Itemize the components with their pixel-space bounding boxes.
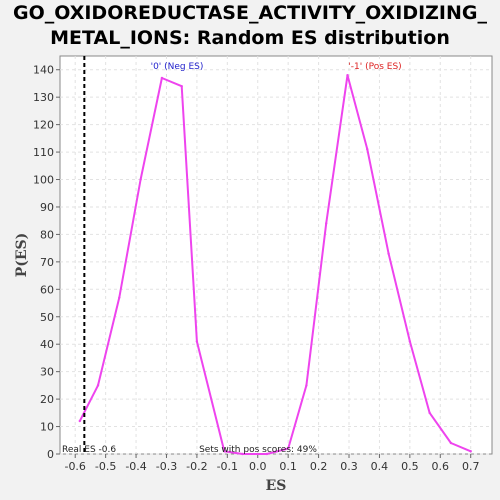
x-tick-label: -0.1 [217, 460, 238, 473]
y-tick-label: 20 [40, 393, 54, 406]
y-tick-label: 80 [40, 228, 54, 241]
y-tick-label: 70 [40, 256, 54, 269]
pos-es-label: '-1' (Pos ES) [348, 62, 401, 72]
series-point [265, 452, 269, 456]
series-point [223, 450, 226, 453]
x-tick-label: -0.2 [186, 460, 207, 473]
y-tick-label: 140 [33, 64, 54, 77]
x-axis-label: ES [266, 478, 287, 494]
x-tick-label: -0.4 [125, 460, 146, 473]
series [78, 56, 472, 456]
series-point [160, 76, 164, 80]
chart-title-line-2: METAL_IONS: Random ES distribution [50, 27, 450, 49]
x-tick-label: -0.3 [156, 460, 177, 473]
series-point [449, 441, 453, 445]
y-tick-label: 30 [40, 366, 54, 379]
y-tick-label: 90 [40, 201, 54, 214]
axes: 0 10 20 30 40 50 60 70 80 90 100 110 120 130 140 -0.6 -0… [33, 64, 479, 473]
plot-area [59, 55, 493, 455]
x-tick-label: 0.6 [432, 460, 450, 473]
real-es-label: Real ES -0.6 [62, 445, 116, 455]
x-tick-label: 0.4 [371, 460, 389, 473]
x-tick-label: -0.6 [64, 460, 85, 473]
x-tick-label: 0.0 [249, 460, 267, 473]
series-point [118, 296, 121, 299]
y-tick-label: 130 [33, 91, 54, 104]
series-point [387, 252, 390, 255]
neg-es-label: '0' (Neg ES) [151, 62, 204, 72]
x-tick-label: 0.7 [462, 460, 480, 473]
series-point [346, 74, 349, 77]
series-point [366, 148, 369, 151]
series-point [96, 384, 100, 387]
y-tick-label: 60 [40, 283, 54, 296]
y-tick-label: 100 [33, 174, 54, 187]
grid [60, 56, 492, 455]
series-point [139, 178, 142, 181]
series-point [241, 452, 244, 456]
series-point [180, 84, 183, 88]
series-line [78, 74, 472, 455]
y-tick-label: 10 [40, 421, 54, 434]
series-point [428, 411, 431, 415]
y-tick-label: 120 [33, 119, 54, 132]
x-tick-label: 0.3 [340, 460, 358, 473]
x-tick-label: 0.2 [310, 460, 328, 473]
series-point [78, 419, 81, 423]
y-tick-label: 110 [33, 146, 54, 159]
y-axis-label: P(ES) [14, 233, 30, 278]
x-tick-label: 0.1 [279, 460, 297, 473]
chart-title-line-1: GO_OXIDOREDUCTASE_ACTIVITY_OXIDIZING_ [12, 2, 488, 24]
series-point [195, 340, 199, 343]
series-point [286, 447, 290, 450]
pos-scores-label: Sets with pos scores: 49% [199, 445, 317, 455]
series-point [469, 450, 472, 453]
series-point [305, 384, 308, 387]
series-point [324, 222, 328, 225]
y-tick-label: 50 [40, 311, 54, 324]
x-tick-label: 0.5 [401, 460, 419, 473]
y-tick-label: 40 [40, 338, 54, 351]
annotations: '0' (Neg ES) '-1' (Pos ES) Real ES -0.6 … [62, 62, 402, 455]
y-tick-label: 0 [47, 448, 54, 461]
x-tick-label: -0.5 [95, 460, 116, 473]
series-point [408, 340, 412, 343]
